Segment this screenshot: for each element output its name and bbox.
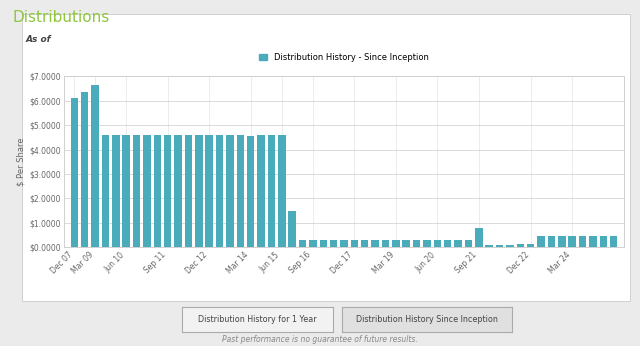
Y-axis label: $ Per Share: $ Per Share (17, 137, 26, 186)
Bar (506, 245, 514, 247)
Bar (558, 236, 566, 247)
Bar (174, 135, 182, 247)
Bar (538, 236, 545, 247)
Bar (278, 135, 285, 247)
Bar (81, 92, 88, 247)
Bar (112, 135, 120, 247)
Bar (381, 240, 389, 247)
Text: As of: As of (26, 35, 51, 44)
Bar (340, 240, 348, 247)
Bar (516, 245, 524, 247)
Bar (434, 240, 441, 247)
Bar (247, 136, 254, 247)
Bar (70, 98, 78, 247)
Bar (351, 240, 358, 247)
Bar (589, 236, 596, 247)
Text: Distribution History for 1 Year: Distribution History for 1 Year (198, 315, 317, 324)
Bar (579, 236, 586, 247)
Bar (548, 236, 555, 247)
Bar (600, 236, 607, 247)
Bar (237, 135, 244, 247)
Bar (496, 245, 503, 247)
Text: Distributions: Distributions (13, 10, 110, 25)
Text: Past performance is no guarantee of future results.: Past performance is no guarantee of futu… (222, 335, 418, 344)
Bar (309, 240, 317, 247)
Bar (257, 135, 265, 247)
Bar (289, 211, 296, 247)
Bar (319, 240, 327, 247)
Bar (423, 240, 431, 247)
Bar (205, 135, 213, 247)
Bar (164, 135, 172, 247)
Bar (122, 135, 130, 247)
Bar (92, 85, 99, 247)
Bar (371, 240, 379, 247)
Bar (143, 135, 150, 247)
Bar (413, 240, 420, 247)
Bar (330, 240, 337, 247)
Bar (392, 240, 399, 247)
Bar (527, 245, 534, 247)
Bar (486, 245, 493, 247)
Text: Distribution History Since Inception: Distribution History Since Inception (356, 315, 498, 324)
Bar (102, 135, 109, 247)
Bar (444, 240, 451, 247)
Bar (568, 236, 576, 247)
Bar (454, 240, 462, 247)
Bar (403, 240, 410, 247)
Bar (610, 236, 618, 247)
Bar (185, 135, 192, 247)
Bar (361, 240, 369, 247)
Bar (299, 240, 307, 247)
Bar (133, 135, 140, 247)
Bar (195, 135, 202, 247)
Bar (154, 135, 161, 247)
Bar (465, 240, 472, 247)
Bar (216, 135, 223, 247)
Bar (226, 135, 234, 247)
Legend: Distribution History - Since Inception: Distribution History - Since Inception (256, 49, 432, 65)
Bar (268, 135, 275, 247)
Bar (475, 228, 483, 247)
